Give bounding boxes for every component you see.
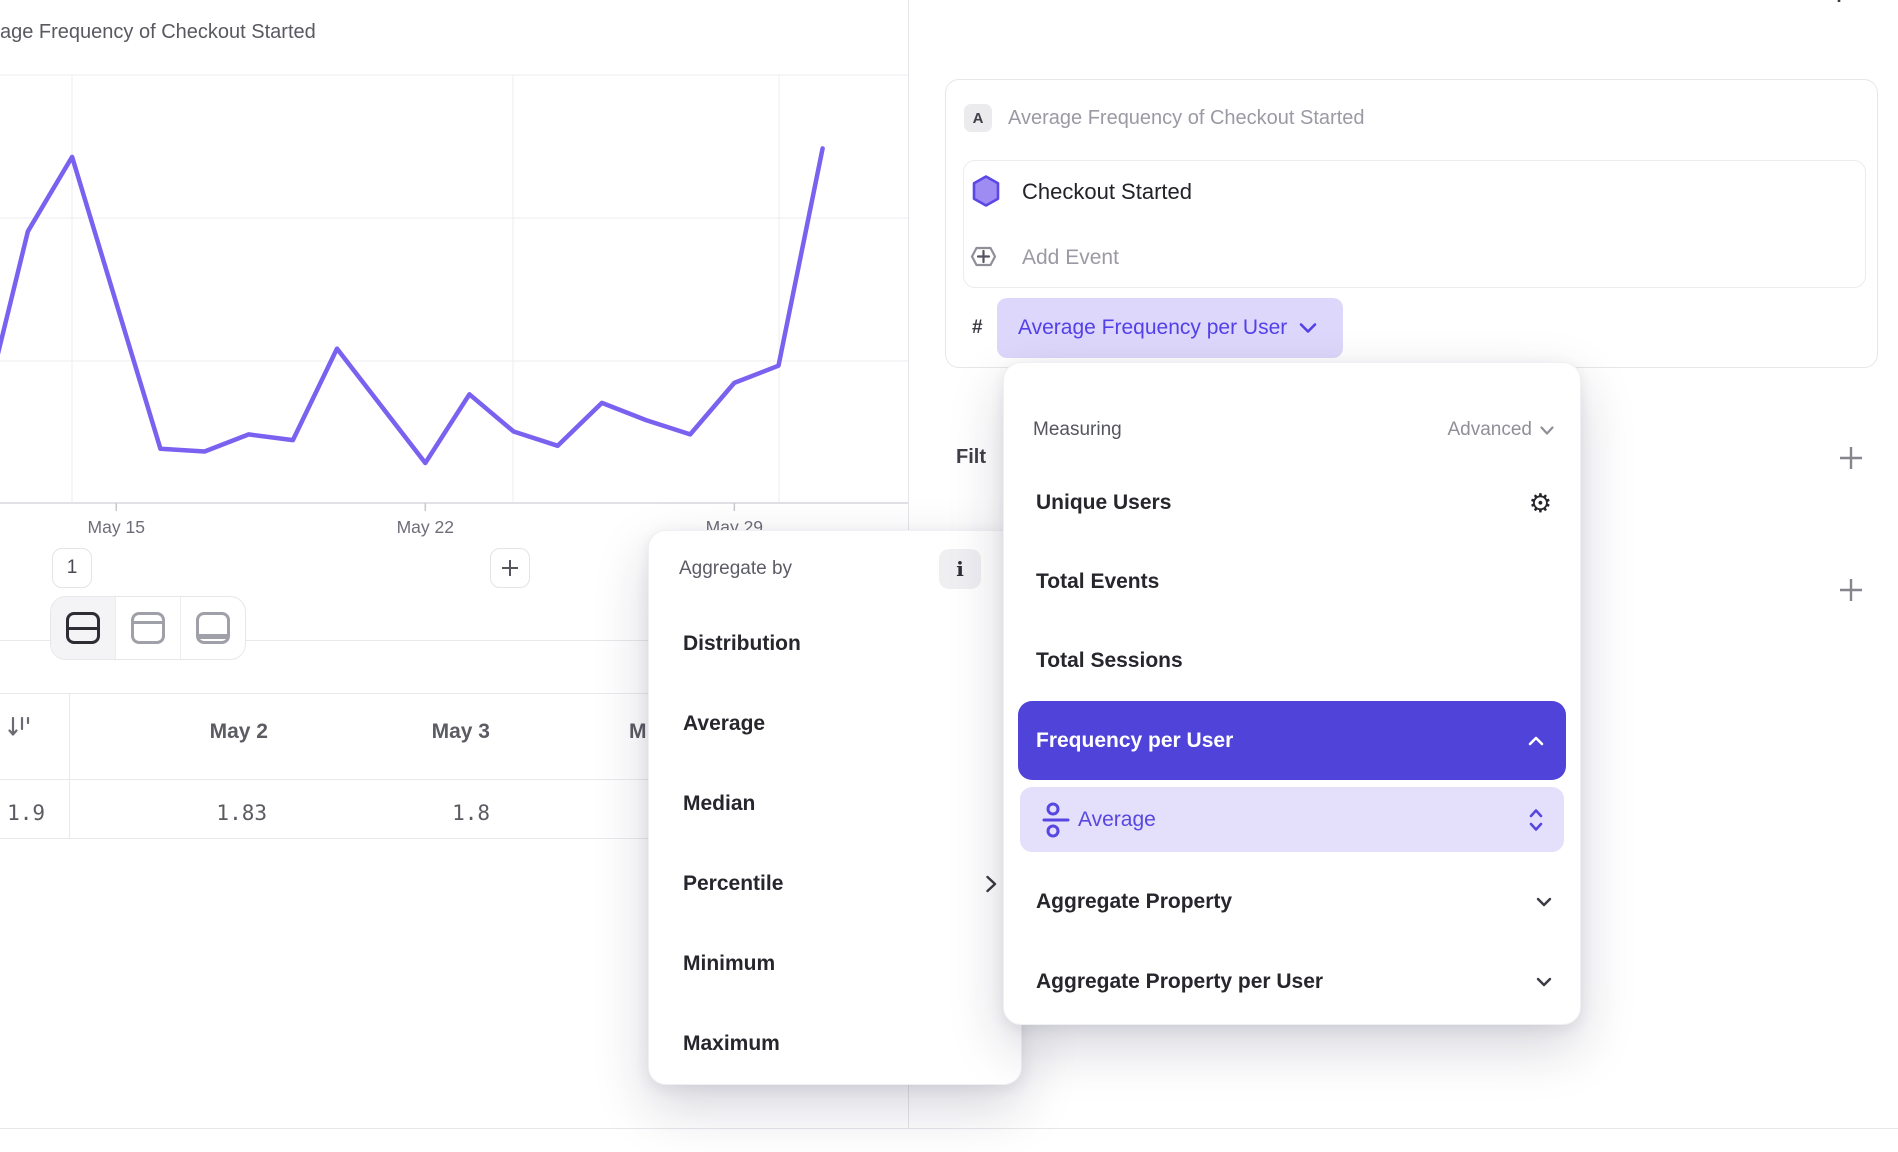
menu-item-median[interactable]: Median — [649, 780, 1021, 828]
table-layout-toggle — [50, 596, 246, 660]
table-cell-may-3: 1.8 — [452, 801, 490, 825]
measuring-menu: Measuring Advanced Unique Users ⚙ Total … — [1003, 362, 1581, 1025]
chevron-down-icon — [1536, 897, 1552, 907]
event-list-box — [963, 160, 1866, 288]
chevron-right-icon — [986, 875, 997, 893]
up-down-chevrons-icon — [1529, 808, 1543, 831]
advanced-toggle[interactable]: Advanced — [1447, 419, 1554, 441]
menu-item-label: Total Events — [1036, 570, 1160, 593]
add-series-button[interactable] — [490, 548, 530, 588]
metric-letter-badge: A — [964, 104, 992, 132]
menu-item-label: Unique Users — [1036, 491, 1172, 514]
menu-item-total-sessions[interactable]: Total Sessions — [1004, 637, 1580, 685]
measuring-header: Measuring — [1033, 419, 1122, 440]
frequency-line-chart — [0, 74, 908, 511]
aggregate-by-header: Aggregate by — [679, 558, 793, 579]
menu-item-label: Maximum — [683, 1032, 780, 1055]
table-cell-may-2: 1.83 — [216, 801, 267, 825]
average-aggregation-icon — [1042, 802, 1070, 838]
chevron-down-icon — [1540, 425, 1554, 435]
metric-title[interactable]: Average Frequency of Checkout Started — [1008, 107, 1365, 129]
menu-item-average[interactable]: Average — [649, 700, 1021, 748]
measure-pill-label: Average Frequency per User — [1018, 316, 1288, 339]
x-axis-tick-label: May 15 — [87, 517, 145, 537]
metric-section-heading-clip: Metric — [935, 0, 1065, 5]
menu-item-label: Percentile — [683, 872, 784, 895]
section-divider — [0, 640, 908, 641]
menu-item-label: Median — [683, 792, 756, 815]
plus-icon — [502, 560, 518, 576]
advanced-label: Advanced — [1447, 419, 1532, 440]
numeric-measure-hash: # — [972, 317, 983, 338]
table-column-divider — [69, 694, 70, 838]
chart-title: age Frequency of Checkout Started — [0, 21, 316, 43]
event-hexagon-icon — [972, 175, 1000, 207]
menu-item-frequency-per-user-selected[interactable]: Frequency per User — [1018, 701, 1566, 780]
layout-header-top-button[interactable] — [116, 597, 181, 659]
gear-icon[interactable]: ⚙ — [1528, 488, 1552, 518]
info-button[interactable]: i — [939, 549, 981, 589]
table-header-may-2[interactable]: May 2 — [209, 720, 268, 743]
filters-section-heading: Filt — [956, 446, 986, 468]
table-cell-clipped: 1.9 — [7, 801, 45, 825]
menu-item-average-sub-selected[interactable]: Average — [1020, 787, 1564, 852]
add-event-icon[interactable] — [969, 242, 998, 271]
page-number-chip[interactable]: 1 — [52, 548, 92, 588]
module-bottom-border — [0, 1128, 1898, 1129]
sub-item-label: Average — [1078, 807, 1156, 831]
menu-item-aggregate-property[interactable]: Aggregate Property — [1004, 878, 1580, 926]
layout-footer-bottom-button[interactable] — [181, 597, 245, 659]
menu-item-label: Aggregate Property per User — [1036, 970, 1324, 993]
menu-item-maximum[interactable]: Maximum — [649, 1020, 1021, 1068]
menu-item-label: Distribution — [683, 632, 801, 655]
menu-item-label: Total Sessions — [1036, 649, 1183, 672]
add-metric-icon[interactable] — [1826, 0, 1852, 4]
rows-split-icon — [66, 612, 100, 644]
sort-icon[interactable] — [6, 714, 32, 740]
aggregate-by-menu: Aggregate by i Distribution Average Medi… — [648, 530, 1022, 1085]
menu-item-minimum[interactable]: Minimum — [649, 940, 1021, 988]
menu-item-unique-users[interactable]: Unique Users ⚙ — [1004, 479, 1580, 527]
footer-bottom-icon — [196, 612, 230, 644]
table-bottom-border — [0, 838, 908, 839]
add-breakdown-icon[interactable] — [1838, 577, 1864, 603]
chevron-up-icon — [1528, 736, 1544, 745]
menu-item-label: Aggregate Property — [1036, 890, 1233, 913]
chevron-down-icon — [1299, 323, 1317, 333]
menu-item-aggregate-property-per-user[interactable]: Aggregate Property per User — [1004, 958, 1580, 1006]
x-axis-tick-label: May 22 — [396, 517, 454, 537]
table-header-may-3[interactable]: May 3 — [431, 720, 490, 743]
selected-item-label: Frequency per User — [1036, 728, 1234, 752]
menu-item-distribution[interactable]: Distribution — [649, 620, 1021, 668]
table-header-border — [0, 779, 908, 780]
menu-item-percentile[interactable]: Percentile — [649, 860, 1021, 908]
metric-add-clip — [1826, 0, 1858, 5]
add-event-label[interactable]: Add Event — [1022, 246, 1119, 269]
page-number-label: 1 — [66, 557, 78, 578]
menu-item-label: Minimum — [683, 952, 776, 975]
frequency-series-line — [0, 146, 825, 466]
event-name[interactable]: Checkout Started — [1022, 179, 1192, 204]
layout-rows-split-button[interactable] — [51, 597, 116, 659]
chevron-down-icon — [1536, 977, 1552, 987]
metric-section-heading: Metric — [935, 0, 1065, 5]
table-top-border — [0, 693, 908, 694]
header-top-icon — [131, 612, 165, 644]
measure-dropdown-pill[interactable]: Average Frequency per User — [997, 298, 1343, 358]
menu-item-total-events[interactable]: Total Events — [1004, 558, 1580, 606]
add-filter-icon[interactable] — [1838, 445, 1864, 471]
menu-item-label: Average — [683, 712, 766, 735]
table-header-clipped[interactable]: M — [629, 720, 647, 743]
